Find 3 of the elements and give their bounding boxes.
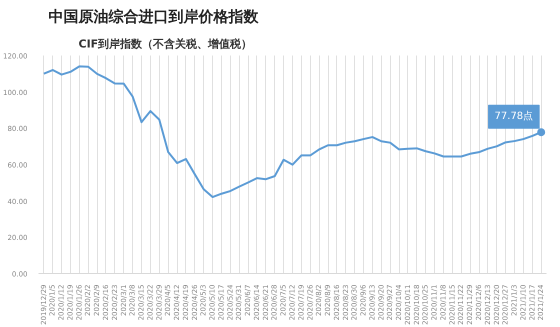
annotation: 77.78点 <box>494 110 534 122</box>
chart-title: 中国原油综合进口到岸价格指数 <box>48 8 260 26</box>
chart-subtitle: CIF到岸指数（不含关税、增值税） <box>78 38 252 50</box>
